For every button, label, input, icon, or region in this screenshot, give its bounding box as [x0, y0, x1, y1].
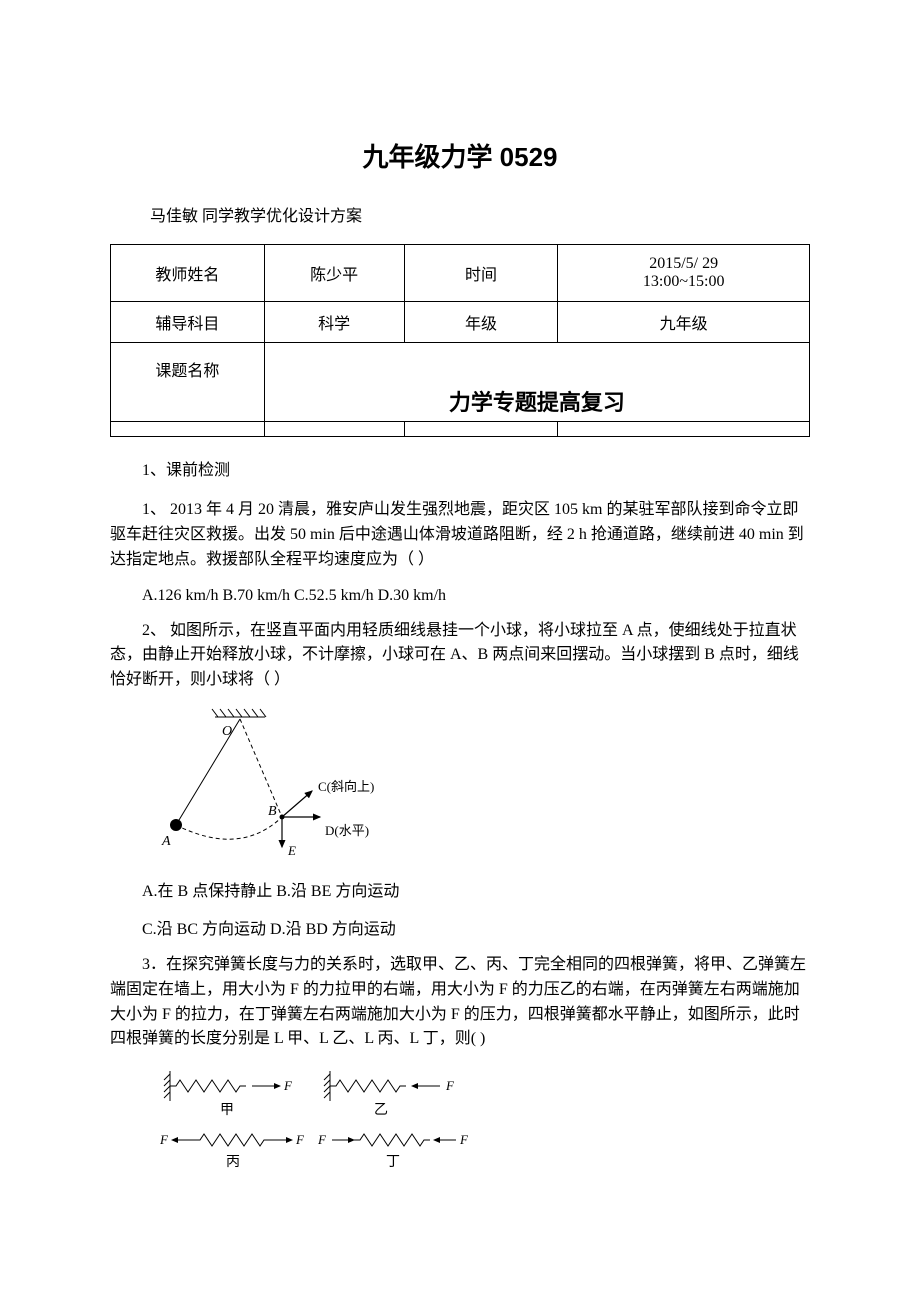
figure-pendulum: O A B C(斜向上) D(水平) [160, 707, 810, 867]
figure-springs: F 甲 F 乙 F F 丙 F [160, 1066, 810, 1186]
label-D: D(水平) [325, 823, 369, 838]
cell-empty [558, 422, 810, 437]
label-F-ding-r: F [459, 1132, 469, 1147]
cell-teacher-value: 陈少平 [264, 245, 404, 302]
label-O: O [222, 724, 232, 739]
question-1-options: A.126 km/h B.70 km/h C.52.5 km/h D.30 km… [110, 587, 810, 605]
cell-empty [111, 422, 265, 437]
cell-subject-value: 科学 [264, 302, 404, 343]
label-B: B [268, 804, 277, 819]
page: 九年级力学 0529 马佳敏 同学教学优化设计方案 教师姓名 陈少平 时间 20… [0, 0, 920, 1256]
question-3: 3．在探究弹簧长度与力的关系时，选取甲、乙、丙、丁完全相同的四根弹簧，将甲、乙弹… [110, 953, 810, 1052]
label-F-bing-r: F [295, 1132, 305, 1147]
label-ding: 丁 [386, 1155, 400, 1170]
cell-grade-value: 九年级 [558, 302, 810, 343]
label-F-ding-l: F [317, 1132, 327, 1147]
table-row: 课题名称 力学专题提高复习 [111, 343, 810, 422]
doc-title: 九年级力学 0529 [110, 137, 810, 174]
question-2-options-cd: C.沿 BC 方向运动 D.沿 BD 方向运动 [110, 915, 810, 939]
springs-svg: F 甲 F 乙 F F 丙 F [160, 1066, 480, 1186]
cell-time-label: 时间 [404, 245, 558, 302]
table-row: 辅导科目 科学 年级 九年级 [111, 302, 810, 343]
cell-teacher-label: 教师姓名 [111, 245, 265, 302]
question-2-options-ab: A.在 B 点保持静止 B.沿 BE 方向运动 [110, 877, 810, 901]
label-A: A [161, 834, 171, 849]
label-F-yi: F [445, 1078, 455, 1093]
pendulum-svg: O A B C(斜向上) D(水平) [160, 707, 400, 867]
cell-subject-label: 辅导科目 [111, 302, 265, 343]
cell-topic-value: 力学专题提高复习 [264, 343, 809, 422]
cell-grade-label: 年级 [404, 302, 558, 343]
info-table: 教师姓名 陈少平 时间 2015/5/ 29 13:00~15:00 辅导科目 … [110, 244, 810, 437]
doc-subtitle: 马佳敏 同学教学优化设计方案 [150, 202, 810, 226]
cell-time-value: 2015/5/ 29 13:00~15:00 [558, 245, 810, 302]
label-C: C(斜向上) [318, 779, 374, 794]
label-F-jia: F [283, 1078, 293, 1093]
cell-empty [264, 422, 404, 437]
label-jia: 甲 [220, 1103, 234, 1118]
table-row: 教师姓名 陈少平 时间 2015/5/ 29 13:00~15:00 [111, 245, 810, 302]
question-1: 1、 2013 年 4 月 20 清晨，雅安庐山发生强烈地震，距灾区 105 k… [110, 498, 810, 572]
label-E: E [287, 843, 296, 858]
label-yi: 乙 [374, 1102, 388, 1118]
table-row-empty [111, 422, 810, 437]
question-2: 2、 如图所示，在竖直平面内用轻质细线悬挂一个小球，将小球拉至 A 点，使细线处… [110, 619, 810, 693]
cell-topic-label: 课题名称 [111, 343, 265, 422]
cell-empty [404, 422, 558, 437]
label-F-bing-l: F [160, 1132, 169, 1147]
section-heading: 1、课前检测 [110, 459, 810, 484]
label-bing: 丙 [226, 1155, 240, 1170]
